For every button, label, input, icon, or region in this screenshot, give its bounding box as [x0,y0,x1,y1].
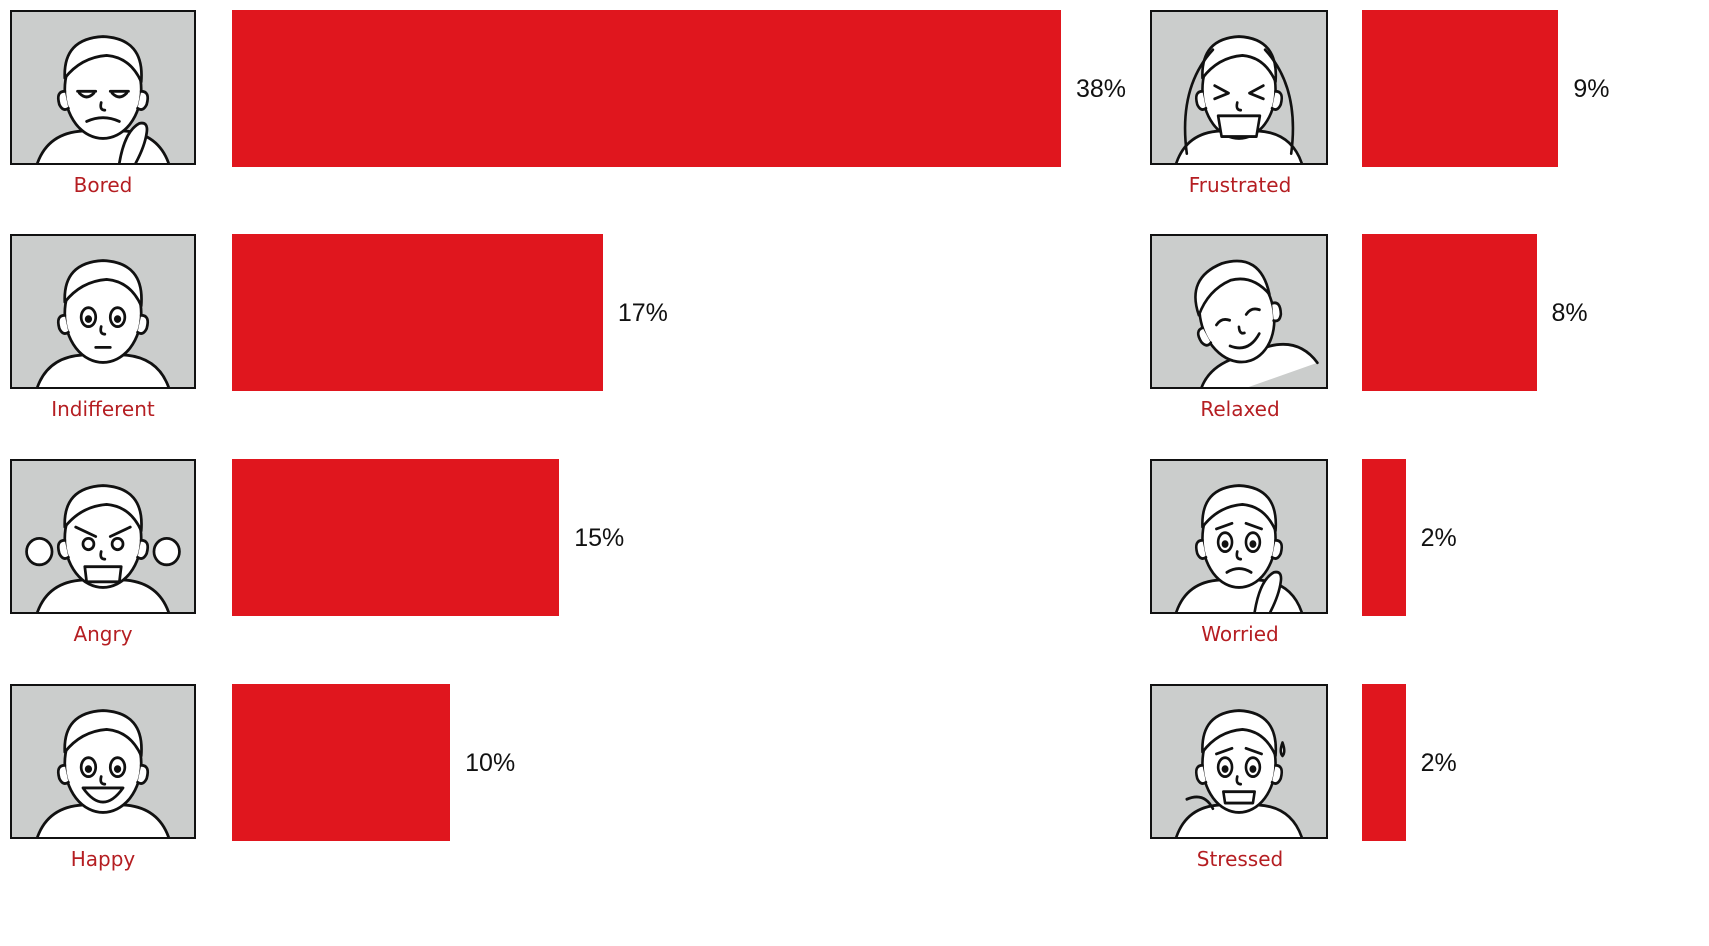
value-label-angry: 15% [574,523,625,552]
value-label-relaxed: 8% [1551,298,1588,327]
bar-frustrated [1362,10,1559,167]
category-label-relaxed: Relaxed [1200,397,1280,421]
value-label-happy: 10% [465,748,516,777]
value-label-worried: 2% [1420,523,1457,552]
bar-bored [232,10,1061,167]
category-label-bored: Bored [73,173,133,197]
happy-face-icon [10,684,196,839]
worried-face-icon [1150,459,1328,614]
value-label-bored: 38% [1076,74,1127,103]
indifferent-face-icon [10,234,196,389]
bar-happy [232,684,451,841]
angry-face-icon [10,459,196,614]
category-label-stressed: Stressed [1196,847,1284,871]
face-drawing [25,484,181,612]
bar-stressed [1362,684,1406,841]
bored-face-icon [10,10,196,165]
category-label-worried: Worried [1201,622,1279,646]
category-label-indifferent: Indifferent [51,397,155,421]
relaxed-face-icon [1150,234,1328,389]
face-drawing [1175,35,1303,163]
face-drawing [36,709,170,837]
frustrated-face-icon [1150,10,1328,165]
category-label-happy: Happy [70,847,136,871]
value-label-frustrated: 9% [1573,74,1610,103]
face-drawing [1194,259,1319,387]
value-label-indifferent: 17% [617,298,668,327]
bar-indifferent [232,234,603,391]
category-label-frustrated: Frustrated [1188,173,1292,197]
bar-angry [232,459,560,616]
face-drawing [36,35,170,163]
face-drawing [1175,709,1303,837]
bar-worried [1362,459,1406,616]
bar-relaxed [1362,234,1537,391]
stressed-face-icon [1150,684,1328,839]
face-drawing [1175,484,1303,612]
value-label-stressed: 2% [1420,748,1457,777]
face-drawing [36,259,170,387]
category-label-angry: Angry [73,622,133,646]
